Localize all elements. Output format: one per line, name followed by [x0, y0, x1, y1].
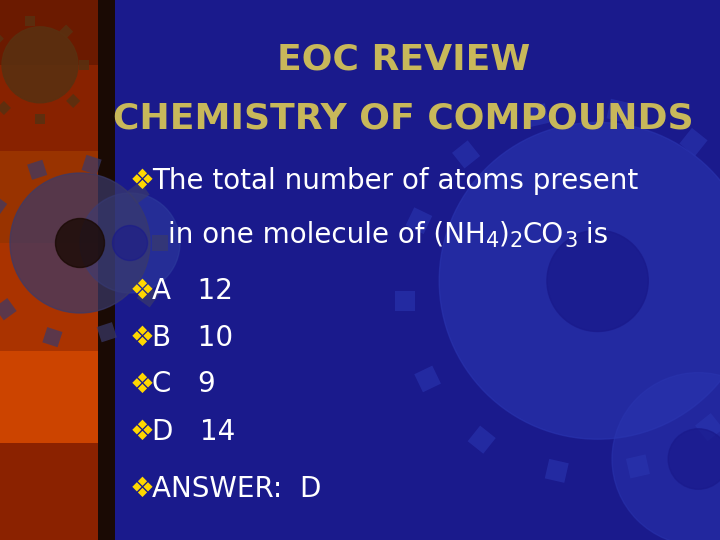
Bar [27, 160, 48, 180]
Text: ❖: ❖ [130, 167, 155, 195]
Bar [42, 327, 63, 347]
Bar [152, 235, 168, 251]
Text: ): ) [499, 221, 510, 249]
Circle shape [547, 230, 648, 332]
Bar [35, 114, 45, 124]
Circle shape [439, 123, 720, 439]
Text: 2: 2 [510, 231, 523, 251]
Bar [405, 207, 432, 234]
Bar [79, 60, 89, 70]
Bar [414, 366, 441, 392]
Text: is: is [577, 221, 608, 249]
Text: ❖: ❖ [130, 370, 155, 399]
Text: ❖: ❖ [130, 276, 155, 305]
Text: ❖: ❖ [130, 475, 155, 503]
Text: CHEMISTRY OF COMPOUNDS: CHEMISTRY OF COMPOUNDS [113, 102, 693, 136]
Text: 3: 3 [564, 231, 577, 251]
Bar [59, 24, 73, 39]
Text: CO: CO [523, 221, 564, 249]
Bar [395, 291, 415, 311]
Text: ANSWER:  D: ANSWER: D [152, 475, 321, 503]
Bar [452, 140, 480, 168]
Bar [0, 298, 17, 320]
Circle shape [668, 429, 720, 489]
Bar [545, 459, 569, 483]
Bar [66, 94, 80, 108]
Circle shape [55, 219, 104, 267]
Text: A   12: A 12 [152, 276, 233, 305]
Circle shape [2, 27, 78, 103]
Text: in one molecule of (NH: in one molecule of (NH [168, 221, 486, 249]
Bar [25, 16, 35, 26]
Bar [127, 181, 150, 204]
Bar [0, 151, 98, 243]
Text: EOC REVIEW: EOC REVIEW [276, 43, 530, 76]
Bar [526, 103, 549, 127]
Circle shape [80, 193, 180, 293]
Bar [0, 243, 98, 351]
FancyBboxPatch shape [0, 0, 115, 540]
Bar [137, 285, 159, 307]
Bar [680, 128, 708, 156]
Bar [81, 155, 102, 175]
Bar [0, 0, 98, 65]
Text: The total number of atoms present: The total number of atoms present [152, 167, 638, 195]
Bar [0, 65, 98, 151]
Text: ❖: ❖ [130, 418, 155, 446]
Bar [0, 101, 11, 115]
Text: C   9: C 9 [152, 370, 216, 399]
Circle shape [612, 373, 720, 540]
Circle shape [10, 173, 150, 313]
Text: D   14: D 14 [152, 418, 235, 446]
Text: ❖: ❖ [130, 323, 155, 352]
Bar [0, 351, 98, 443]
Text: 4: 4 [486, 231, 499, 251]
Bar [96, 322, 117, 342]
Bar [0, 443, 98, 540]
Bar [626, 455, 650, 478]
Bar [0, 32, 4, 46]
Bar [468, 426, 496, 454]
Circle shape [112, 226, 148, 260]
Text: B   10: B 10 [152, 323, 233, 352]
Bar [695, 413, 720, 441]
Bar [0, 194, 7, 217]
Bar [606, 99, 631, 123]
